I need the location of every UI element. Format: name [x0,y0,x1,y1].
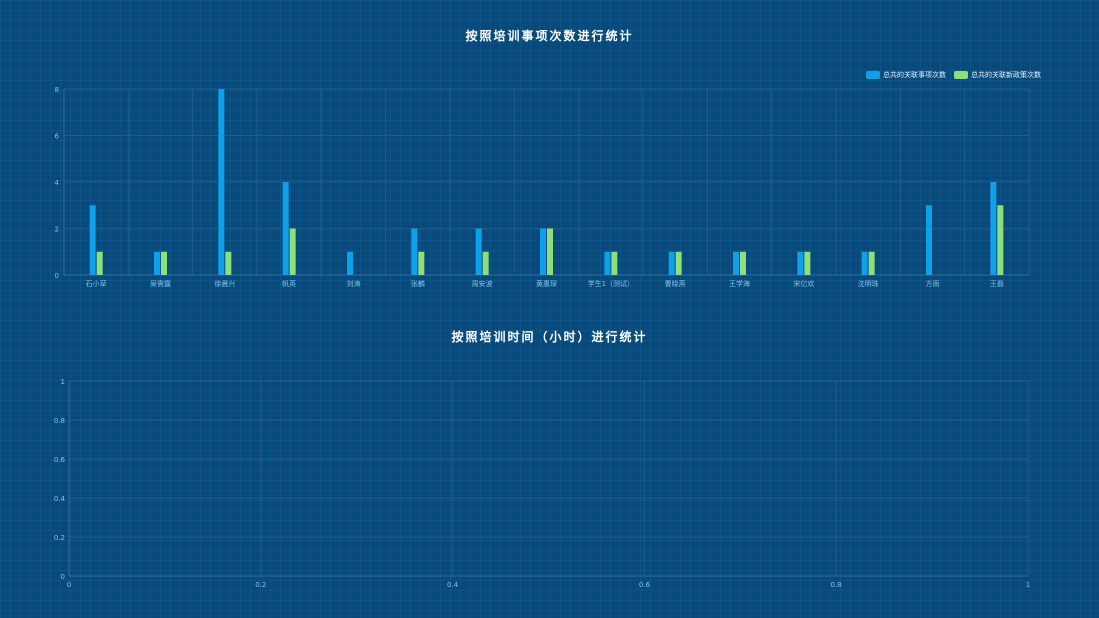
bar-series-1 [89,205,96,275]
chart-title: 按照培训事项次数进行统计 [465,29,634,43]
y-tick-label: 0.8 [54,417,65,425]
x-tick-label: 徐晨兴 [214,279,235,288]
x-tick-label: 1 [1026,581,1030,589]
y-tick-label: 0 [61,573,65,581]
x-tick-label: 张麟 [411,279,425,288]
legend-label: 总共的关联事项次数 [883,71,946,79]
x-tick-label: 学生1（测试） [588,279,634,288]
y-tick-label: 0.6 [54,456,66,464]
bar-series-2 [289,228,296,275]
x-tick-label: 宋亿欢 [793,279,814,288]
x-tick-label: 王磊 [990,280,1004,288]
x-tick-label: 王学海 [729,279,750,288]
x-tick-label: 曹晓燕 [665,279,686,288]
bar-series-2 [804,251,811,275]
bar-series-2 [997,205,1004,275]
y-tick-label: 1 [61,378,65,386]
y-tick-label: 0.4 [54,495,66,503]
x-tick-label: 0.8 [831,581,842,589]
bar-series-1 [411,228,418,275]
x-tick-label: 刘涛 [347,279,361,288]
legend-item-series-2[interactable]: 总共的关联新政策次数 [954,70,1041,80]
bar-series-1 [733,251,739,275]
y-tick-label: 6 [55,133,60,141]
bar-series-2 [547,228,553,275]
legend: 总共的关联事项次数 总共的关联新政策次数 [858,70,1041,80]
x-tick-label: 沈明珠 [858,279,879,288]
bar-series-1 [668,251,675,275]
x-tick-label: 0.4 [447,581,459,589]
training-hours-chart: 按照培训时间（小时）进行统计 0 0.2 0.4 0.6 0.8 1 0 0.2 0.4 0.6 0… [0,310,1099,618]
bar-series-2 [611,251,618,275]
bar-series-2 [740,251,746,275]
y-tick-label: 8 [55,86,59,94]
bar-series-1 [861,251,868,275]
x-tick-label: 吴需露 [150,280,171,288]
bar-series-2 [675,251,682,275]
legend-swatch [954,71,968,79]
y-tick-label: 4 [55,179,60,187]
y-tick-label: 2 [55,226,59,234]
legend-label: 总共的关联新政策次数 [971,71,1041,79]
chart-title: 按照培训时间（小时）进行统计 [451,330,648,344]
bar-series-2 [868,251,875,275]
y-tick-label: 0 [55,272,59,280]
x-tick-label: 帆英 [282,279,296,288]
empty-chart-canvas: 0 0.2 0.4 0.6 0.8 1 0 0.2 0.4 0.6 0.8 1 [54,378,1030,589]
bar-series-1 [797,251,804,275]
x-tick-label: 黄惠琛 [536,279,557,288]
bar-series-1 [282,182,289,275]
bar-series-1 [475,228,482,275]
legend-item-series-1[interactable]: 总共的关联事项次数 [866,70,946,80]
bar-series-1 [154,251,160,275]
bar-series-1 [604,251,611,275]
bar-series-2 [418,251,425,275]
x-tick-label: 0.6 [639,581,651,589]
bar-series-1 [218,89,225,275]
bar-series-1 [990,182,997,275]
bar-chart-canvas: 0 2 4 6 8 石小草 吴需露 徐晨兴 帆英 刘涛 张麟 周安波 黄惠琛 学生1（测试） 曹晓燕 王学海 宋… [55,86,1030,288]
legend-swatch [866,71,880,79]
x-tick-label: 石小草 [86,279,107,288]
bar-series-2 [482,251,489,275]
bar-series-1 [926,205,932,275]
x-tick-label: 0 [67,581,71,589]
bar-series-2 [161,251,167,275]
x-tick-label: 方雨 [926,279,940,288]
bar-series-1 [347,251,353,275]
x-tick-label: 周安波 [472,279,493,288]
y-tick-label: 0.2 [54,534,65,542]
x-tick-label: 0.2 [255,581,266,589]
bar-series-2 [96,251,103,275]
bar-series-1 [540,228,546,275]
bar-series-2 [225,251,232,275]
training-items-chart: 按照培训事项次数进行统计 总共的关联事项次数 总共的关联新政策次数 0 2 4 6 8 石… [55,29,1041,288]
